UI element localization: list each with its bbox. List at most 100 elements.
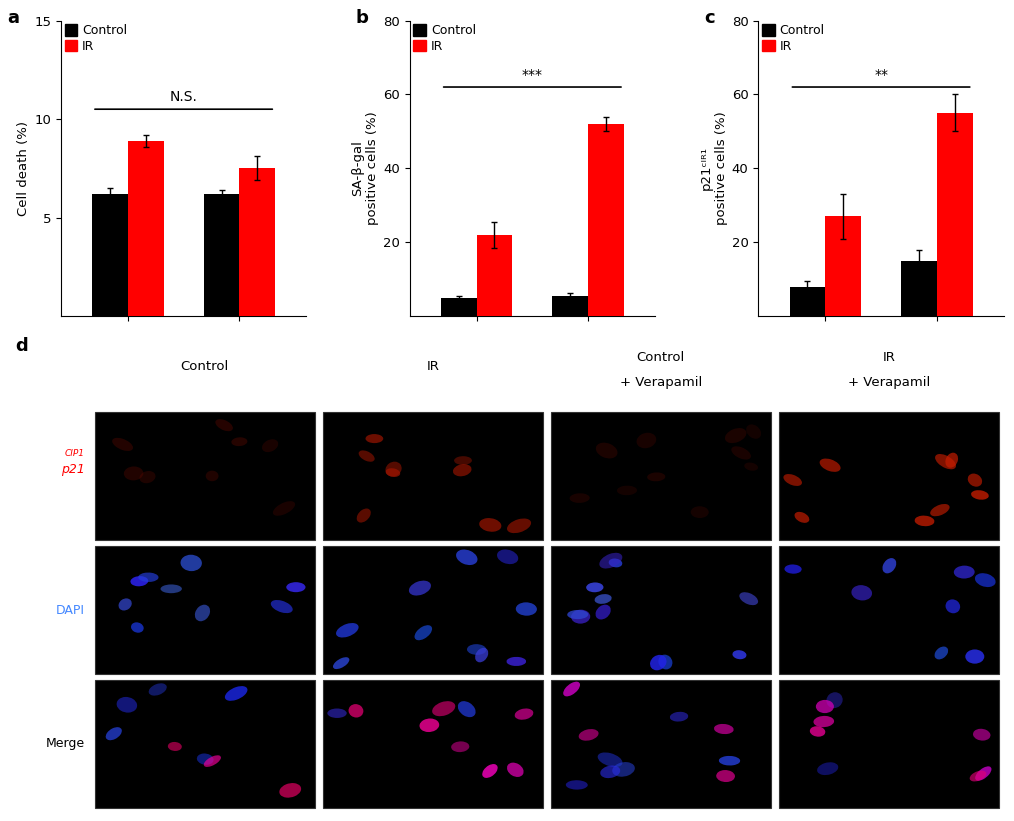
Ellipse shape [140, 471, 155, 484]
Text: b: b [356, 9, 368, 27]
Ellipse shape [973, 729, 991, 741]
Ellipse shape [149, 683, 166, 695]
Ellipse shape [113, 438, 133, 451]
Ellipse shape [739, 592, 758, 605]
Ellipse shape [105, 727, 122, 741]
Ellipse shape [670, 712, 689, 722]
Ellipse shape [882, 558, 896, 573]
Ellipse shape [595, 604, 610, 620]
Ellipse shape [813, 716, 835, 727]
Ellipse shape [454, 456, 472, 465]
Ellipse shape [746, 424, 762, 438]
Ellipse shape [975, 766, 992, 781]
Ellipse shape [168, 742, 182, 751]
Text: c: c [705, 9, 715, 27]
Ellipse shape [596, 443, 618, 458]
Ellipse shape [731, 447, 751, 460]
Ellipse shape [131, 576, 148, 586]
Ellipse shape [586, 582, 603, 592]
Ellipse shape [197, 754, 214, 765]
Ellipse shape [965, 649, 985, 663]
Ellipse shape [617, 486, 637, 495]
Ellipse shape [599, 553, 623, 568]
Ellipse shape [385, 461, 402, 476]
Ellipse shape [716, 770, 735, 782]
Ellipse shape [231, 438, 247, 446]
Bar [790, 287, 825, 316]
Text: + Verapamil: + Verapamil [848, 376, 930, 389]
Ellipse shape [719, 756, 740, 765]
FancyBboxPatch shape [551, 412, 771, 540]
Ellipse shape [409, 580, 431, 595]
Ellipse shape [810, 727, 825, 736]
Ellipse shape [650, 655, 666, 670]
Y-axis label: Cell death (%): Cell death (%) [17, 121, 30, 216]
Ellipse shape [467, 644, 487, 655]
Ellipse shape [600, 765, 621, 778]
Ellipse shape [714, 724, 734, 734]
Ellipse shape [480, 518, 501, 532]
Ellipse shape [563, 681, 580, 696]
Ellipse shape [180, 555, 202, 571]
Ellipse shape [935, 454, 956, 470]
Ellipse shape [124, 466, 143, 480]
Ellipse shape [225, 686, 247, 701]
Ellipse shape [432, 701, 455, 716]
Ellipse shape [594, 594, 611, 604]
Ellipse shape [271, 600, 293, 613]
Ellipse shape [279, 783, 301, 798]
Ellipse shape [954, 566, 974, 579]
Bar [825, 216, 861, 316]
Ellipse shape [476, 648, 488, 663]
Ellipse shape [336, 623, 359, 637]
Ellipse shape [131, 622, 144, 633]
Ellipse shape [420, 718, 439, 732]
Ellipse shape [415, 625, 432, 640]
Ellipse shape [385, 468, 401, 477]
Ellipse shape [483, 764, 498, 778]
FancyBboxPatch shape [94, 412, 314, 540]
Ellipse shape [597, 752, 623, 767]
Ellipse shape [732, 650, 746, 659]
FancyBboxPatch shape [779, 680, 999, 808]
Ellipse shape [971, 490, 989, 500]
Ellipse shape [119, 599, 132, 611]
FancyBboxPatch shape [322, 680, 542, 808]
Ellipse shape [333, 657, 350, 669]
Text: N.S.: N.S. [169, 89, 198, 104]
Ellipse shape [784, 474, 802, 486]
Ellipse shape [725, 428, 746, 443]
Ellipse shape [456, 549, 478, 565]
Ellipse shape [117, 697, 137, 713]
Ellipse shape [365, 434, 383, 443]
Bar [239, 168, 275, 316]
Ellipse shape [852, 585, 872, 600]
Ellipse shape [935, 646, 948, 659]
Text: Control: Control [180, 360, 229, 373]
Ellipse shape [206, 470, 219, 481]
Ellipse shape [570, 493, 590, 503]
Bar [477, 235, 512, 316]
Ellipse shape [816, 699, 834, 713]
Y-axis label: p21ᶜᴵᴿ¹
positive cells (%): p21ᶜᴵᴿ¹ positive cells (%) [700, 112, 727, 225]
Ellipse shape [286, 582, 305, 592]
Legend: Control, IR: Control, IR [760, 23, 826, 54]
Text: **: ** [874, 67, 888, 82]
Ellipse shape [507, 519, 531, 533]
Ellipse shape [974, 573, 996, 587]
Ellipse shape [945, 452, 958, 468]
Ellipse shape [506, 657, 526, 666]
Ellipse shape [451, 741, 469, 752]
Text: Control: Control [637, 351, 684, 364]
Ellipse shape [785, 565, 802, 574]
Ellipse shape [262, 439, 278, 452]
Ellipse shape [515, 709, 533, 720]
Ellipse shape [567, 610, 588, 619]
Ellipse shape [507, 763, 523, 777]
Ellipse shape [915, 516, 935, 526]
Ellipse shape [945, 599, 960, 613]
Ellipse shape [612, 762, 635, 777]
Text: IR: IR [426, 360, 439, 373]
Text: a: a [7, 9, 19, 27]
Text: CIP1: CIP1 [65, 449, 85, 458]
